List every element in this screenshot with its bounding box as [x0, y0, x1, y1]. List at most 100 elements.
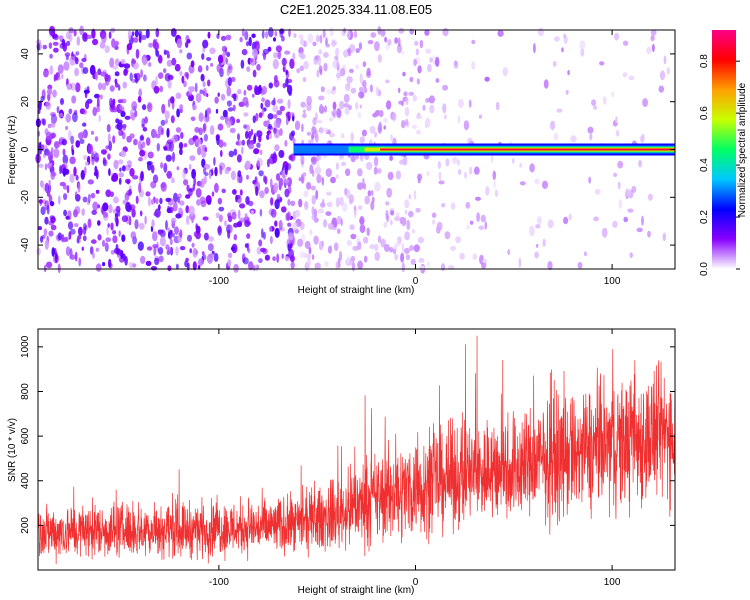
spectrogram-cell — [123, 63, 131, 69]
spectrogram-cell — [394, 254, 399, 261]
spectrogram-cell — [209, 171, 212, 180]
spectrogram-cell — [92, 252, 95, 259]
spectrogram-cell — [140, 34, 147, 41]
spectrogram-cell — [246, 84, 253, 91]
spectrogram-cell — [73, 166, 77, 177]
spectrogram-cell — [330, 176, 336, 184]
spectrogram-cell — [270, 208, 277, 218]
spectrogram-cell — [144, 215, 147, 225]
spectrogram-cell — [317, 56, 322, 66]
spectrogram-cell — [153, 85, 160, 94]
spectrogram-cell — [357, 111, 362, 119]
spectrogram-cell — [221, 45, 227, 53]
spectrogram-cell — [409, 76, 414, 82]
spectrogram-cell — [154, 257, 160, 266]
spectrogram-cell — [464, 171, 467, 179]
spectrogram-cell — [363, 87, 368, 94]
spectrogram-cell — [193, 248, 197, 255]
spectrogram-cell — [125, 201, 132, 212]
spectrogram-cell — [366, 162, 373, 170]
spectrogram-cell — [65, 215, 70, 220]
spectrogram-cell — [183, 80, 187, 88]
spectrogram-cell — [264, 254, 270, 261]
spectrogram-cell — [335, 47, 340, 57]
spectrogram-cell — [160, 119, 166, 126]
spectrogram-cell — [74, 67, 79, 77]
spectrogram-cell — [213, 252, 219, 262]
spectrogram-cell — [110, 100, 115, 111]
spectrogram-cell — [227, 229, 231, 239]
spectrogram-cell — [155, 27, 160, 38]
spectrogram-cell — [472, 253, 478, 260]
spectrogram-cell — [157, 204, 161, 211]
spectrogram-cell — [247, 200, 254, 207]
spectrogram-cell — [104, 242, 109, 252]
spectrogram-cell — [298, 177, 304, 182]
spectrogram-cell — [390, 210, 395, 216]
spectrogram-cell — [408, 194, 412, 200]
spectrogram-cell — [44, 200, 50, 211]
spectrogram-cell — [324, 105, 327, 113]
spectrogram-cell — [178, 142, 184, 150]
spectrogram-cell — [114, 58, 120, 66]
spectrogram-cell — [377, 54, 382, 63]
spectrogram-cell — [37, 163, 44, 168]
spectrogram-cell — [318, 154, 322, 161]
spectrogram-cell — [195, 223, 198, 230]
spectrogram-cell — [195, 188, 202, 198]
spectrogram-cell — [190, 116, 196, 122]
spectrogram-cell — [370, 189, 374, 197]
spectrogram-cell — [252, 69, 257, 78]
spectrogram-cell — [547, 261, 553, 271]
spectrogram-cell — [206, 107, 212, 115]
spectrogram-cell — [155, 75, 159, 86]
spectrogram-cell — [49, 215, 55, 220]
spectrogram-cell — [369, 244, 375, 250]
spectrogram-cell — [51, 160, 55, 167]
spectrogram-cell — [145, 137, 151, 146]
spectrogram-cell — [457, 98, 464, 109]
spectrogram-cell — [244, 220, 251, 228]
spectrogram-cell — [235, 141, 240, 146]
spectrogram-cell — [284, 140, 288, 147]
spectrogram-cell — [200, 200, 207, 208]
spectrogram-cell — [43, 228, 48, 237]
spectrogram-cell — [248, 36, 252, 47]
spectrogram-cell — [114, 40, 119, 46]
spectrogram-cell — [359, 224, 366, 234]
spectrogram-cell — [256, 157, 263, 167]
spectrogram-cell — [60, 98, 64, 105]
colorbar: 0.0 0.2 0.4 0.6 0.8 Normalized spectral ampl… — [699, 30, 748, 276]
spectrogram-cell — [478, 225, 485, 230]
spectrogram-cell — [424, 29, 430, 36]
spectrogram-cell — [332, 107, 337, 119]
spectrogram-cell — [393, 248, 397, 255]
spectrogram-cell — [261, 228, 264, 239]
spectrogram-cell — [339, 68, 346, 77]
spectrogram-cell — [120, 58, 126, 65]
spectrogram-cell — [214, 96, 219, 104]
spectrogram-cell — [274, 227, 280, 238]
spectrogram-cell — [41, 89, 46, 99]
spectrogram-cell — [169, 239, 173, 245]
spectrogram-cell — [278, 149, 285, 159]
spectrogram-cell — [87, 193, 91, 204]
spectrogram-cell — [255, 186, 259, 196]
spectrogram-cell — [201, 144, 207, 151]
spectrogram-cell — [298, 198, 303, 208]
spectrogram-cell — [404, 231, 410, 241]
spectrogram-cell — [589, 133, 593, 141]
spectrogram-cell — [214, 166, 218, 177]
spectrogram-cell — [414, 40, 419, 46]
spectrogram-cell — [224, 220, 227, 227]
spectrogram-y-axis-label: Frequency (Hz) — [7, 116, 18, 185]
colorbar-tick-label: 0.0 — [699, 262, 710, 276]
spectrogram-cell — [380, 29, 386, 37]
spectrogram-cell — [249, 58, 253, 63]
spectrogram-cell — [151, 219, 155, 228]
spectrogram-cell — [469, 220, 474, 225]
spectrogram-cell — [617, 160, 624, 169]
spectrogram-cell — [71, 149, 75, 156]
colorbar-ticks: 0.0 0.2 0.4 0.6 0.8 — [699, 54, 740, 276]
spectrogram-cell — [239, 189, 243, 196]
